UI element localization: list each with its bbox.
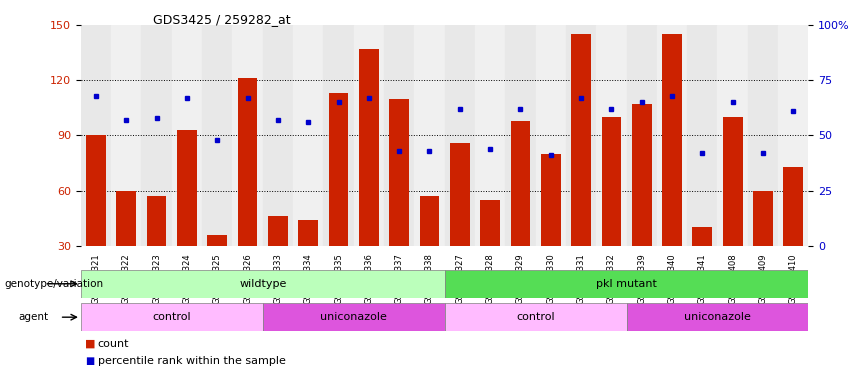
Bar xyxy=(141,25,172,246)
Bar xyxy=(444,270,808,298)
Bar xyxy=(541,154,561,246)
Bar xyxy=(748,25,778,246)
Bar xyxy=(444,25,475,246)
Bar xyxy=(117,190,136,246)
Bar xyxy=(566,25,597,246)
Bar xyxy=(299,220,318,246)
Bar xyxy=(631,104,652,246)
Bar xyxy=(602,117,621,246)
Bar xyxy=(480,200,500,246)
Bar xyxy=(693,227,712,246)
Bar xyxy=(626,303,808,331)
Text: pkl mutant: pkl mutant xyxy=(596,279,657,289)
Text: uniconazole: uniconazole xyxy=(684,312,751,322)
Bar xyxy=(384,25,414,246)
Text: control: control xyxy=(152,312,191,322)
Bar xyxy=(597,25,626,246)
Bar xyxy=(81,25,111,246)
Bar xyxy=(571,34,591,246)
Bar xyxy=(389,99,409,246)
Bar xyxy=(505,25,535,246)
Bar xyxy=(784,167,803,246)
Bar xyxy=(232,25,263,246)
Bar xyxy=(202,25,232,246)
Text: ■: ■ xyxy=(85,339,95,349)
Bar xyxy=(172,25,202,246)
Bar xyxy=(268,216,288,246)
Bar xyxy=(208,235,227,246)
Bar xyxy=(323,25,354,246)
Bar xyxy=(626,25,657,246)
Bar xyxy=(778,25,808,246)
Text: percentile rank within the sample: percentile rank within the sample xyxy=(98,356,286,366)
Bar xyxy=(177,130,197,246)
Bar xyxy=(662,34,682,246)
Text: control: control xyxy=(517,312,555,322)
Bar xyxy=(657,25,687,246)
Bar xyxy=(535,25,566,246)
Bar xyxy=(717,25,748,246)
Bar xyxy=(263,25,293,246)
Bar xyxy=(444,303,626,331)
Bar xyxy=(753,190,773,246)
Bar xyxy=(687,25,717,246)
Text: agent: agent xyxy=(19,312,49,322)
Text: genotype/variation: genotype/variation xyxy=(4,279,103,289)
Bar xyxy=(263,303,444,331)
Bar xyxy=(354,25,384,246)
Text: count: count xyxy=(98,339,129,349)
Text: uniconazole: uniconazole xyxy=(320,312,387,322)
Bar xyxy=(328,93,348,246)
Bar xyxy=(450,143,470,246)
Bar xyxy=(293,25,323,246)
Bar xyxy=(237,78,258,246)
Text: GDS3425 / 259282_at: GDS3425 / 259282_at xyxy=(153,13,291,26)
Bar xyxy=(511,121,530,246)
Text: ■: ■ xyxy=(85,356,94,366)
Bar xyxy=(420,196,439,246)
Bar xyxy=(111,25,141,246)
Bar xyxy=(359,49,379,246)
Bar xyxy=(414,25,444,246)
Text: wildtype: wildtype xyxy=(239,279,287,289)
Bar xyxy=(86,136,106,246)
Bar xyxy=(722,117,743,246)
Bar xyxy=(81,303,263,331)
Bar xyxy=(81,270,444,298)
Bar xyxy=(475,25,505,246)
Bar xyxy=(146,196,167,246)
